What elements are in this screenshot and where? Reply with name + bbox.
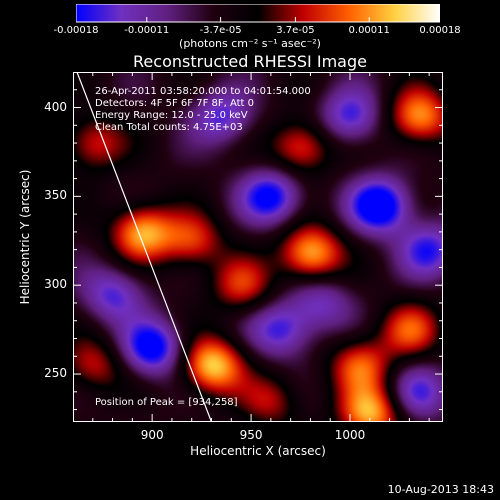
y-axis-label: Heliocentric Y (arcsec) [18,169,32,305]
colorbar-tick-label: -0.00011 [124,25,170,36]
info-detectors: Detectors: 4F 5F 6F 7F 8F, Att 0 [95,98,255,109]
colorbar-tick-label: 0.00011 [348,25,390,36]
y-tick-label: 400 [44,99,67,114]
y-tick-label: 300 [44,277,67,292]
colorbar-unit-label: (photons cm⁻² s⁻¹ asec⁻²) [179,37,321,50]
x-axis-label: Heliocentric X (arcsec) [190,444,326,458]
colorbar-tick-label: -3.7e-05 [199,25,242,36]
colorbar-gradient [76,4,440,23]
colorbar-tick-label: -0.00018 [53,25,99,36]
plot-overlay [73,72,443,422]
x-tick-label: 900 [140,428,164,442]
observation-info: 26-Apr-2011 03:58:20.000 to 04:01:54.000… [95,86,311,133]
y-tick-label: 250 [44,366,67,381]
solar-limb-line [76,72,213,422]
plot-area [73,72,443,422]
colorbar-tick-label: 0.00018 [419,25,461,36]
x-tick-label: 950 [239,428,263,442]
peak-position-label: Position of Peak = [934,258] [95,397,238,408]
info-clean-counts: Clean Total counts: 4.75E+03 [95,122,243,133]
y-tick-label: 350 [44,188,67,203]
plot-frame [73,72,443,422]
x-tick-label: 1000 [334,428,366,442]
colorbar [76,4,440,23]
date-stamp: 10-Aug-2013 18:43 [387,483,494,496]
chart-title: Reconstructed RHESSI Image [133,52,367,71]
colorbar-tick-label: 3.7e-05 [276,25,315,36]
heatmap-image [73,72,443,422]
info-time-range: 26-Apr-2011 03:58:20.000 to 04:01:54.000 [95,86,311,97]
info-energy-range: Energy Range: 12.0 - 25.0 keV [95,110,248,121]
